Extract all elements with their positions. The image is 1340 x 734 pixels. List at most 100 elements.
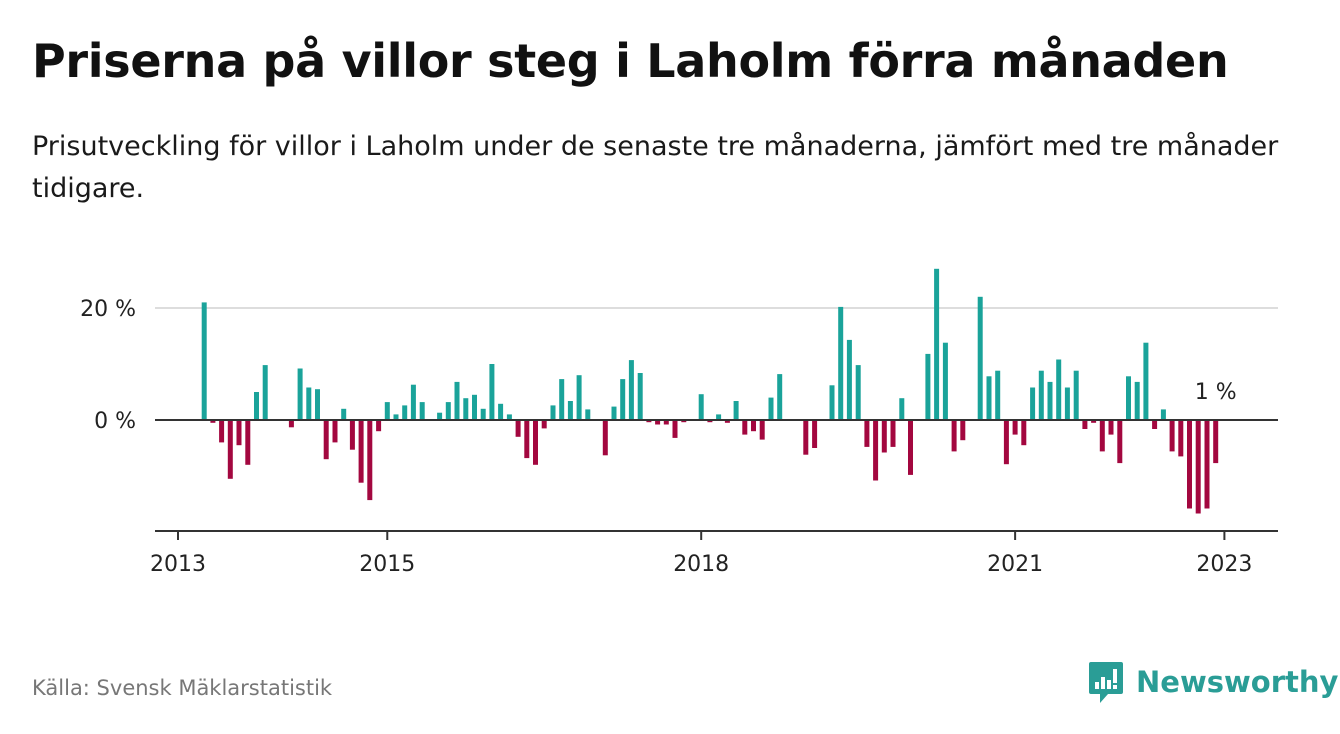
y-tick-label: 20 % — [80, 297, 136, 322]
bar — [759, 420, 765, 440]
bar — [262, 365, 268, 420]
bar — [934, 268, 940, 420]
bar — [1012, 420, 1018, 435]
bar — [1126, 376, 1131, 420]
bar — [367, 420, 373, 501]
bar — [951, 420, 957, 452]
bar — [524, 420, 530, 459]
bar — [1169, 420, 1175, 452]
bar — [1204, 420, 1210, 509]
bar — [376, 420, 382, 432]
bar — [751, 420, 756, 432]
bar — [341, 408, 347, 420]
source-note: Källa: Svensk Mäklarstatistik — [32, 676, 333, 700]
last-value-label: 1 % — [1195, 380, 1237, 405]
bar — [942, 342, 948, 420]
bar — [803, 420, 809, 455]
bar — [602, 420, 608, 456]
bar — [323, 420, 329, 460]
bar — [402, 405, 408, 420]
bar — [437, 412, 443, 420]
bar — [480, 408, 486, 420]
bar — [245, 420, 251, 465]
bar — [419, 402, 425, 420]
bar — [646, 420, 652, 423]
bar — [349, 420, 355, 450]
bar — [925, 353, 931, 420]
bar — [1003, 420, 1009, 465]
newsworthy-logo-icon — [1089, 662, 1123, 703]
x-tick-label: 2021 — [987, 552, 1043, 577]
y-tick-label: 0 % — [94, 409, 136, 434]
bar — [297, 368, 303, 420]
bar — [384, 402, 390, 420]
bar — [829, 385, 835, 420]
bar — [315, 389, 320, 420]
bar — [777, 374, 783, 420]
bar — [1152, 420, 1158, 429]
bar — [1178, 420, 1184, 457]
bar — [445, 402, 451, 420]
bar — [742, 420, 748, 435]
x-tick-label: 2018 — [673, 552, 729, 577]
bar — [1143, 342, 1149, 420]
bar — [541, 420, 547, 429]
bar — [611, 406, 617, 420]
bar — [219, 420, 225, 443]
bar — [960, 420, 966, 441]
bar — [716, 414, 722, 420]
bar — [306, 387, 312, 420]
bar — [724, 420, 730, 423]
brand-logo: Newsworthy — [1088, 660, 1338, 704]
bar — [881, 420, 887, 453]
bar — [637, 373, 643, 420]
chart-subtitle: Prisutveckling för villor i Laholm under… — [32, 131, 1279, 204]
bar — [533, 420, 538, 465]
bar — [585, 409, 591, 420]
bar — [995, 370, 1001, 420]
bar — [550, 405, 556, 420]
bar — [620, 379, 626, 420]
bar — [838, 306, 844, 420]
bar — [1108, 420, 1114, 435]
bar — [227, 420, 233, 479]
bar — [254, 392, 259, 420]
bar — [846, 339, 852, 420]
bar-chart: 0 % 20 % 2013 2015 2018 2021 2023 1 % — [80, 268, 1278, 577]
bar — [855, 365, 861, 420]
bar — [1160, 409, 1166, 420]
bar — [454, 381, 460, 420]
bar — [698, 394, 704, 420]
x-tick-label: 2013 — [150, 552, 206, 577]
bar — [288, 420, 294, 428]
bar — [1073, 370, 1079, 420]
bar — [498, 403, 504, 420]
bar — [864, 420, 870, 447]
bar — [472, 394, 477, 420]
bar — [628, 360, 634, 420]
bar — [1064, 387, 1070, 420]
bar — [1082, 420, 1088, 429]
bar — [1099, 420, 1105, 452]
bar — [1021, 420, 1027, 446]
bar — [655, 420, 661, 425]
bar — [890, 420, 896, 447]
bar — [1195, 420, 1201, 514]
brand-name: Newsworthy — [1136, 665, 1339, 699]
bar — [663, 420, 669, 425]
bar — [1187, 420, 1192, 509]
bar — [1038, 370, 1044, 420]
x-tick-label: 2015 — [359, 552, 415, 577]
bar — [977, 296, 983, 420]
bar — [489, 364, 495, 420]
bar — [768, 397, 774, 420]
bar — [1213, 420, 1219, 464]
bar — [201, 302, 207, 420]
bar — [672, 420, 678, 438]
bar — [908, 420, 913, 475]
bar — [1047, 381, 1053, 420]
bars — [201, 268, 1219, 514]
bar — [1091, 420, 1097, 423]
bar — [733, 401, 739, 420]
chart-title: Priserna på villor steg i Laholm förra m… — [32, 34, 1229, 88]
